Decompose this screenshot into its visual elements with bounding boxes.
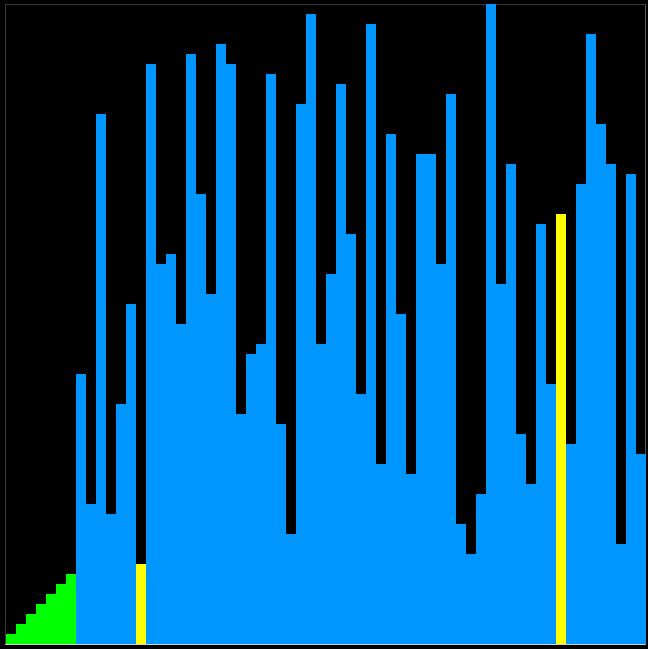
bar-20 [196,194,206,644]
bar-24 [236,414,246,644]
bar-4-sorted [36,604,46,644]
bar-36 [356,394,366,644]
bar-18 [176,324,186,644]
bar-8 [76,374,86,644]
bar-58 [576,184,586,644]
bar-62 [616,544,626,644]
bar-51 [506,164,516,644]
bar-34 [336,84,346,644]
bar-7-sorted [66,574,76,644]
bar-38 [376,464,386,644]
bar-21 [206,294,216,644]
bar-37 [366,24,376,644]
bar-52 [516,434,526,644]
bar-50 [496,284,506,644]
bar-1-sorted [6,634,16,644]
bar-16 [156,264,166,644]
bar-55 [546,384,556,644]
bar-31 [306,14,316,644]
bar-22 [216,44,226,644]
bar-12 [116,404,126,644]
bar-53 [526,484,536,644]
bar-29 [286,534,296,644]
bar-6-sorted [56,584,66,644]
bar-49 [486,4,496,644]
bar-54 [536,224,546,644]
bar-33 [326,274,336,644]
bar-41 [406,474,416,644]
bar-28 [276,424,286,644]
bar-15 [146,64,156,644]
bar-45 [446,94,456,644]
bar-27 [266,74,276,644]
bar-48 [476,494,486,644]
bar-64 [636,454,646,644]
bar-40 [396,314,406,644]
bar-56-highlight [556,214,566,644]
bar-3-sorted [26,614,36,644]
bar-5-sorted [46,594,56,644]
bar-19 [186,54,196,644]
bar-44 [436,264,446,644]
bar-10 [96,114,106,644]
bar-63 [626,174,636,644]
bar-60 [596,124,606,644]
bar-43 [426,154,436,644]
bar-61 [606,164,616,644]
bar-17 [166,254,176,644]
bar-11 [106,514,116,644]
bar-25 [246,354,256,644]
bar-32 [316,344,326,644]
bar-46 [456,524,466,644]
bar-42 [416,154,426,644]
bar-57 [566,444,576,644]
bar-9 [86,504,96,644]
bar-47 [466,554,476,644]
bar-59 [586,34,596,644]
bar-2-sorted [16,624,26,644]
bar-26 [256,344,266,644]
bar-23 [226,64,236,644]
bar-35 [346,234,356,644]
bar-13 [126,304,136,644]
bar-30 [296,104,306,644]
bar-14-highlight [136,564,146,644]
bar-39 [386,134,396,644]
